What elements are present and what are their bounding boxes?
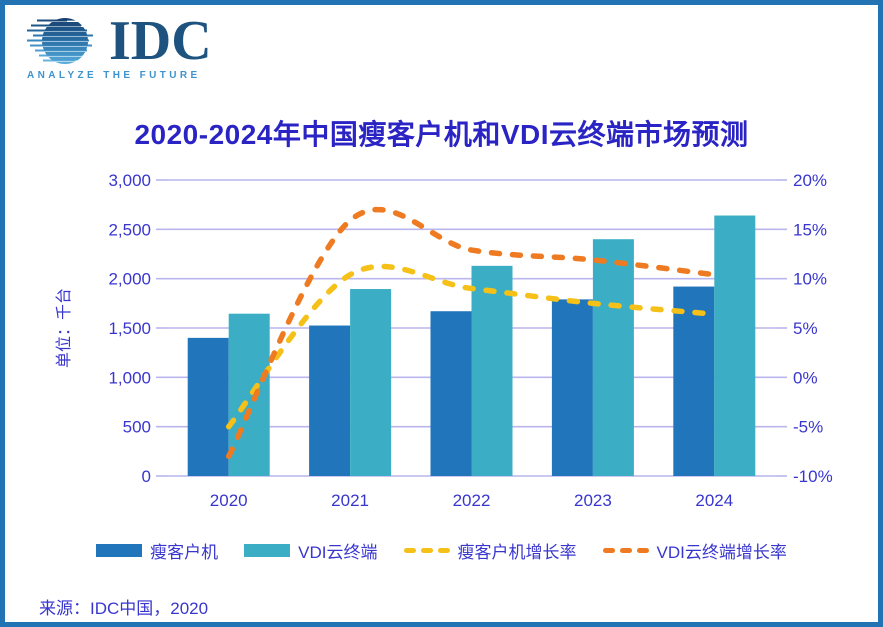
- legend-dash: [619, 548, 632, 553]
- legend-item-thin-client-growth-rate: 瘦客户机增长率: [403, 538, 577, 563]
- x-axis-label: 2024: [695, 491, 733, 510]
- left-axis-tick-label: 500: [123, 418, 151, 437]
- right-axis-tick-label: -5%: [793, 418, 823, 437]
- legend-swatch-thin-client-growth-rate: [403, 548, 450, 553]
- x-axis-label: 2023: [574, 491, 612, 510]
- x-axis-label: 2022: [453, 491, 491, 510]
- legend-item-thin-client: 瘦客户机: [96, 538, 218, 563]
- bar-vdi-cloud-terminal-2023: [592, 239, 634, 476]
- bar-thin-client-2021: [309, 325, 351, 476]
- right-axis-tick-label: 10%: [793, 270, 827, 289]
- x-axis-label: 2021: [331, 491, 369, 510]
- legend-label-vdi-growth-rate: VDI云终端增长率: [656, 543, 787, 562]
- left-axis-tick-label: 3,000: [108, 171, 151, 190]
- legend-swatch-thin-client: [96, 544, 143, 557]
- bar-thin-client-2022: [430, 311, 472, 476]
- idc-logo-text: IDC: [109, 10, 212, 72]
- vdi-growth-rate-line: [225, 206, 718, 460]
- legend-label-thin-client-growth-rate: 瘦客户机增长率: [457, 543, 577, 562]
- legend-swatch-vdi-growth-rate: [602, 548, 649, 553]
- market-forecast-chart: 0 -10% 500 -5% 1,000 0% 1,500 5% 2,000 10% 2,500 15…: [55, 171, 833, 510]
- left-axis-tick-label: 1,000: [108, 368, 151, 387]
- idc-logo-row: IDC: [27, 10, 212, 72]
- legend-dash: [403, 548, 416, 553]
- legend-label-vdi-cloud-terminal: VDI云终端: [298, 543, 378, 562]
- legend-dash: [420, 548, 433, 553]
- bar-vdi-cloud-terminal-2021: [350, 289, 392, 476]
- legend-dash: [602, 548, 615, 553]
- right-axis-tick-label: -10%: [793, 467, 833, 486]
- legend-item-vdi-growth-rate: VDI云终端增长率: [602, 538, 787, 563]
- left-axis-tick-label: 0: [142, 467, 151, 486]
- idc-globe-icon: [27, 18, 93, 64]
- idc-logo-tagline: ANALYZE THE FUTURE: [27, 70, 201, 81]
- thin-client-growth-rate-line: [225, 263, 718, 430]
- legend-dash: [636, 548, 649, 553]
- bar-vdi-cloud-terminal-2024: [714, 215, 756, 476]
- left-axis-tick-label: 2,500: [108, 220, 151, 239]
- left-axis-tick-label: 2,000: [108, 270, 151, 289]
- bar-thin-client-2020: [187, 337, 229, 476]
- legend-item-vdi-cloud-terminal: VDI云终端: [244, 538, 378, 563]
- right-axis-tick-label: 5%: [793, 319, 818, 338]
- source-note: 来源：IDC中国，2020: [39, 599, 209, 618]
- left-axis-tick-label: 1,500: [108, 319, 151, 338]
- chart-title: 2020-2024年中国瘦客户机和VDI云终端市场预测: [134, 119, 749, 150]
- bar-vdi-cloud-terminal-2022: [471, 265, 513, 476]
- left-axis-title: 单位：千台: [55, 288, 73, 368]
- bar-thin-client-2023: [551, 299, 593, 476]
- legend-swatch-vdi-cloud-terminal: [244, 544, 291, 557]
- right-axis-tick-label: 0%: [793, 368, 818, 387]
- bar-thin-client-2024: [673, 286, 715, 476]
- chart-legend: 瘦客户机 VDI云终端 瘦客户机增长率 VDI云终端增长率: [5, 538, 878, 563]
- right-axis-tick-label: 20%: [793, 171, 827, 190]
- idc-logo: IDC ANALYZE THE FUTURE: [27, 10, 212, 81]
- legend-dash: [437, 548, 450, 553]
- legend-label-thin-client: 瘦客户机: [150, 543, 219, 562]
- right-axis-tick-label: 15%: [793, 220, 827, 239]
- x-axis-label: 2020: [210, 491, 248, 510]
- bar-vdi-cloud-terminal-2020: [228, 313, 270, 476]
